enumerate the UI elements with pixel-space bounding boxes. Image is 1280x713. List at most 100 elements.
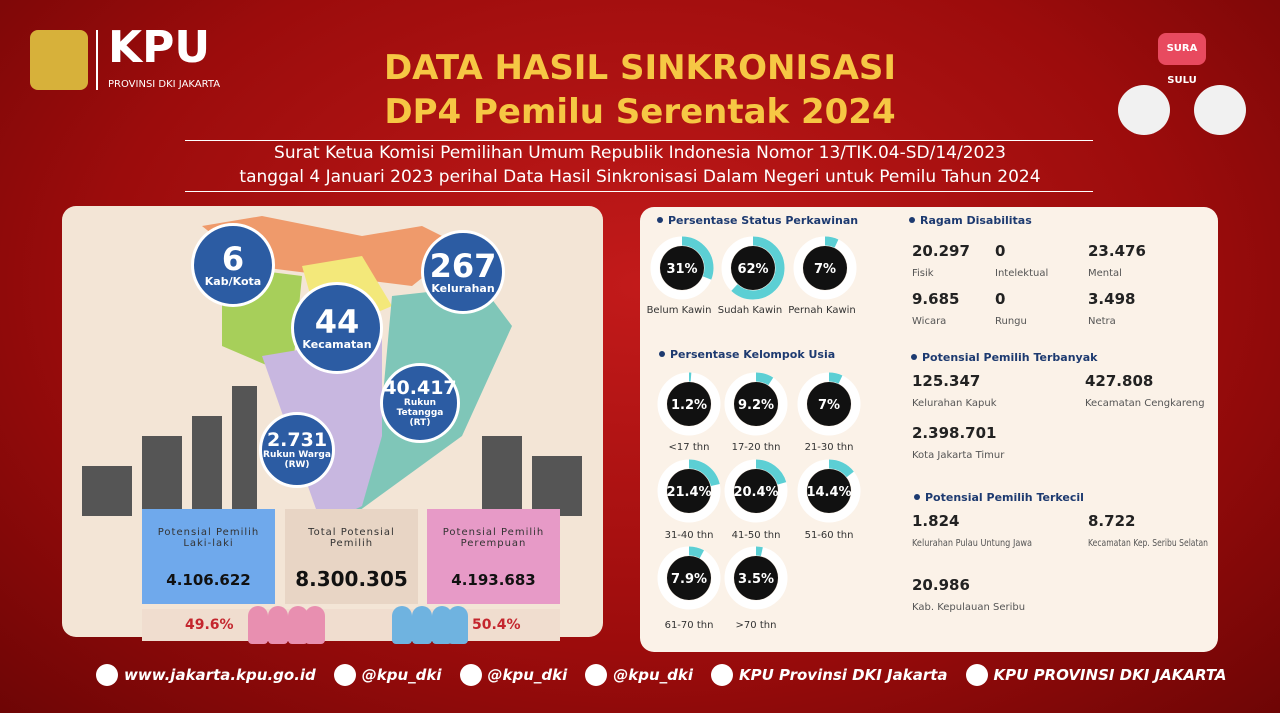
stat-label: Kecamatan	[302, 337, 372, 351]
org: KPU	[108, 22, 211, 73]
donut-core	[667, 469, 711, 513]
donut-arc	[657, 546, 721, 610]
total-label: Potensial Pemilih Perempuan	[442, 527, 545, 549]
donut-label: 7.9%	[671, 572, 707, 587]
stat-label: Kelurahan Kapuk	[912, 398, 997, 409]
stat-number: 23.476	[1088, 242, 1146, 260]
donut-core	[667, 382, 711, 426]
donut-arc	[721, 236, 785, 300]
total-value: 4.106.622	[166, 571, 251, 589]
bullet	[909, 217, 915, 223]
donut-caption: >70 thn	[736, 620, 777, 631]
footer-icon	[711, 664, 734, 686]
donut-caption: Pernah Kawin	[788, 305, 856, 316]
bullet	[911, 354, 917, 360]
stat-label: Netra	[1088, 316, 1116, 327]
mascot-label: SURA SULU	[1158, 33, 1206, 86]
stat-label: Rukun Tetangga (RT)	[396, 397, 444, 428]
logo	[30, 30, 88, 90]
donut-caption: Sudah Kawin	[718, 305, 782, 316]
footer-icon	[96, 664, 118, 686]
stat-value: 40.417	[383, 376, 457, 399]
donut-core	[667, 556, 711, 600]
stat-number: 20.986	[912, 576, 970, 594]
donut-caption: 31-40 thn	[665, 530, 714, 541]
donut-caption: 17-20 thn	[732, 442, 781, 453]
donut-arc	[793, 236, 857, 300]
stat-number: 0	[995, 242, 1005, 260]
people-icon	[392, 606, 412, 644]
rule	[185, 140, 1093, 141]
stat-label: Intelektual	[995, 268, 1048, 279]
footer-text: @kpu_dki	[361, 666, 442, 684]
stat-value: 267	[429, 246, 497, 285]
footer-link[interactable]: @kpu_dki	[459, 664, 568, 686]
footer-link[interactable]: KPU PROVINSI DKI JAKARTA	[965, 664, 1227, 686]
donut-core	[807, 382, 851, 426]
donut-core	[734, 556, 778, 600]
people-icon	[432, 606, 452, 644]
donut-label: 7%	[814, 262, 836, 277]
total-label: Potensial Pemilih Laki-laki	[157, 527, 260, 549]
donut-label: 31%	[666, 262, 697, 277]
section-title: Potensial Pemilih Terkecil	[925, 491, 1084, 504]
donut-label: 9.2%	[738, 398, 774, 413]
share: 49.6%	[185, 617, 234, 633]
footer-text: www.jakarta.kpu.go.id	[124, 666, 316, 684]
donut-label: 14.4%	[806, 485, 851, 500]
donut-arc	[657, 372, 721, 436]
donut-caption: 51-60 thn	[805, 530, 854, 541]
bullet	[659, 351, 665, 357]
donut-arc	[724, 372, 788, 436]
donut-label: 3.5%	[738, 572, 774, 587]
footer-text: KPU Provinsi DKI Jakarta	[739, 666, 948, 684]
subtitle: tanggal 4 Januari 2023 perihal Data Hasi…	[239, 167, 1041, 187]
footer-link[interactable]: KPU Provinsi DKI Jakarta	[711, 664, 948, 686]
share: 50.4%	[472, 617, 521, 633]
donut-core	[731, 246, 775, 290]
stat-number: 1.824	[912, 512, 959, 530]
stat-label: Rukun Warga (RW)	[263, 449, 331, 470]
stat-value: 2.731	[266, 428, 328, 451]
mascot	[1194, 85, 1246, 135]
donut-arc	[724, 546, 788, 610]
footer-link[interactable]: www.jakarta.kpu.go.id	[96, 664, 316, 686]
donut-arc	[797, 372, 861, 436]
donut-caption: 61-70 thn	[665, 620, 714, 631]
total-value: 8.300.305	[295, 567, 408, 591]
footer-icon	[585, 664, 608, 686]
footer-link[interactable]: @kpu_dki	[333, 664, 442, 686]
total-value: 4.193.683	[451, 571, 536, 589]
donut-caption: <17 thn	[669, 442, 710, 453]
stat-label: Fisik	[912, 268, 934, 279]
section-title: Ragam Disabilitas	[920, 214, 1032, 227]
donut-core	[807, 469, 851, 513]
stat-number: 9.685	[912, 290, 959, 308]
donut-label: 1.2%	[671, 398, 707, 413]
donut-label: 7%	[818, 398, 840, 413]
donut-label: 20.4%	[733, 485, 778, 500]
footer-text: KPU PROVINSI DKI JAKARTA	[993, 666, 1227, 684]
footer: www.jakarta.kpu.go.id @kpu_dki @kpu_dki @kp…	[96, 664, 1227, 686]
people-icon	[248, 606, 268, 644]
donut-arc	[650, 236, 714, 300]
stat-circle: 2.731 Rukun Warga (RW)	[259, 412, 335, 488]
stat-number: 125.347	[912, 372, 980, 390]
section-title: Persentase Status Perkawinan	[668, 214, 858, 227]
people-icon	[268, 606, 288, 644]
people-icon	[288, 606, 308, 644]
rule	[185, 191, 1093, 192]
stat-value: 6	[221, 239, 245, 278]
stat-number: 2.398.701	[912, 424, 996, 442]
footer-icon	[333, 664, 356, 686]
stat-circle: 44 Kecamatan	[291, 282, 383, 374]
stat-circle: 267 Kelurahan	[421, 230, 505, 314]
footer-text: @kpu_dki	[487, 666, 568, 684]
footer-link[interactable]: @kpu_dki	[585, 664, 693, 686]
stat-number: 0	[995, 290, 1005, 308]
divider	[96, 30, 98, 90]
stat-number: 427.808	[1085, 372, 1153, 390]
stat-label: Kelurahan	[431, 281, 495, 295]
